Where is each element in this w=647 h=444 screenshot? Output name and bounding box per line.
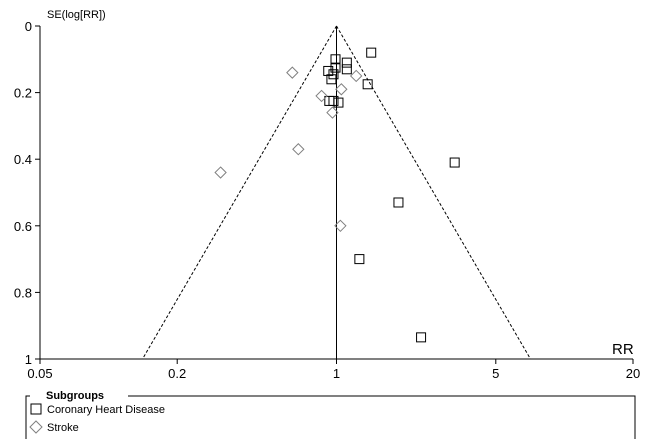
x-tick-label: 0.05 <box>27 366 52 381</box>
y-tick-label: 0 <box>25 19 32 34</box>
chd-point-marker <box>326 74 337 85</box>
plot-layer: 00.20.40.60.810.05 0.2 1 5 20 <box>14 19 640 381</box>
funnel-right-limit <box>336 25 531 360</box>
x-tick-label: 1 <box>333 366 340 381</box>
chd-point-marker <box>330 62 341 73</box>
legend: Subgroups Coronary Heart Disease Stroke <box>25 388 636 444</box>
legend-item-coronary-heart-disease: Coronary Heart Disease <box>47 404 165 416</box>
stroke-point-marker <box>326 106 339 119</box>
x-axis-title: RR <box>612 341 634 358</box>
chd-point-marker <box>341 64 352 75</box>
chd-point-marker <box>393 197 404 208</box>
chd-point-marker <box>366 47 377 58</box>
stroke-point-marker <box>349 69 363 83</box>
y-tick-label: 0.2 <box>14 86 32 101</box>
y-axis-title: SE(log[RR]) <box>47 9 106 21</box>
chd-point-marker <box>416 332 427 343</box>
legend-title: Subgroups <box>46 390 104 402</box>
stroke-point-marker <box>335 83 348 96</box>
stroke-point-marker <box>334 219 347 233</box>
legend-box <box>25 395 636 444</box>
legend-item-stroke: Stroke <box>47 422 79 434</box>
x-tick-label: 20 <box>626 366 640 381</box>
x-tick-label: 0.2 <box>168 366 186 381</box>
y-tick-label: 0.4 <box>14 152 32 167</box>
chd-point-marker <box>323 65 334 76</box>
chd-point-marker <box>333 97 344 108</box>
legend-square-marker <box>30 403 42 415</box>
stroke-point-marker <box>292 143 305 156</box>
chd-point-marker <box>341 57 352 68</box>
legend-diamond-marker <box>29 420 43 434</box>
chd-point-marker <box>354 254 365 265</box>
y-tick-label: 0.8 <box>14 285 32 300</box>
legend-title-backdrop <box>30 388 128 402</box>
y-tick-label: 0.6 <box>14 219 32 234</box>
chd-point-marker <box>330 54 341 65</box>
chd-point-marker <box>362 79 373 90</box>
y-tick-label: 1 <box>25 352 32 367</box>
x-tick-label: 5 <box>492 366 499 381</box>
stroke-point-marker <box>315 89 328 103</box>
stroke-point-marker <box>286 66 299 79</box>
funnel-left-limit <box>142 25 337 360</box>
chd-point-marker <box>449 157 460 168</box>
stroke-point-marker <box>214 166 227 179</box>
